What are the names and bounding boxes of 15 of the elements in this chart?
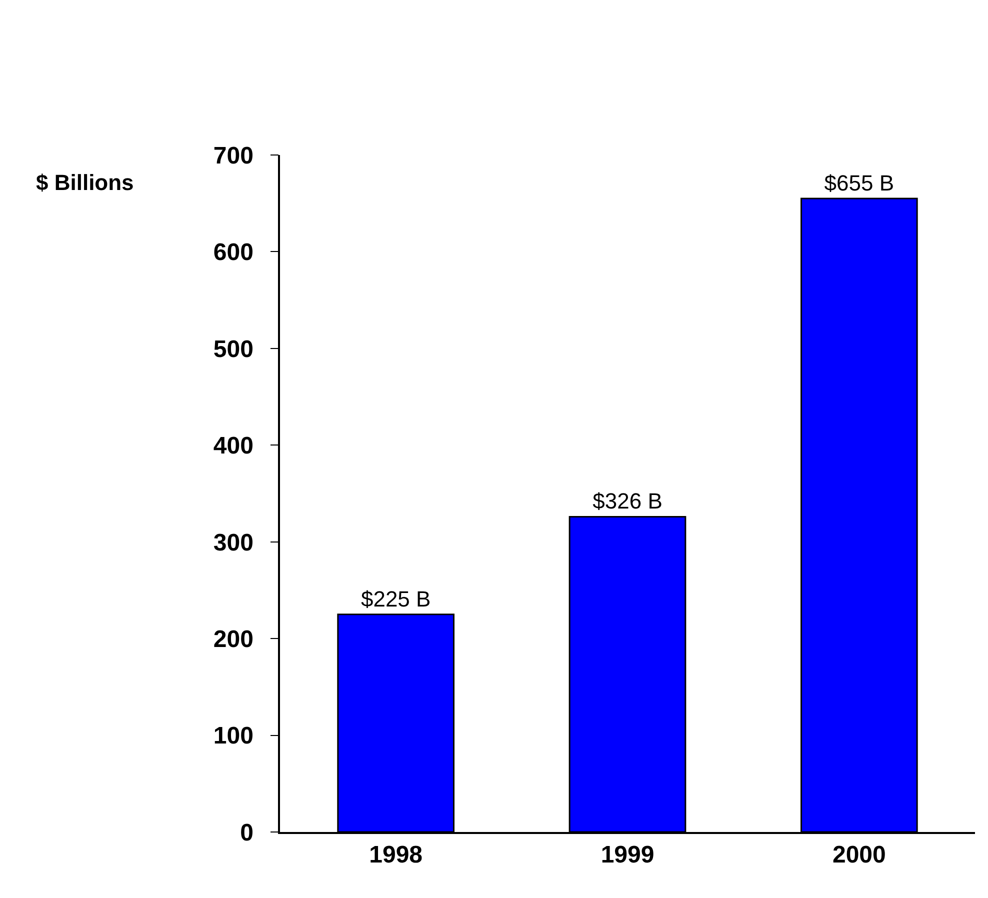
y-tick-label: 400 [213, 432, 254, 460]
y-tick-label: 600 [213, 239, 254, 266]
y-tick-label: 700 [213, 142, 254, 170]
data-label: $326 B [592, 488, 662, 514]
x-tick-label: 2000 [832, 842, 886, 869]
y-tick-label: 100 [213, 722, 254, 750]
x-tick-label: 1998 [369, 842, 423, 869]
y-tick-label: 500 [213, 336, 254, 363]
data-label: $655 B [824, 170, 894, 196]
x-tick-label: 1999 [600, 842, 654, 869]
y-axis-title: $ Billions [36, 170, 134, 195]
y-tick-label: 0 [240, 819, 254, 846]
data-label: $225 B [360, 586, 431, 612]
y-tick-label: 200 [213, 626, 254, 653]
y-tick-label: 300 [213, 529, 254, 556]
